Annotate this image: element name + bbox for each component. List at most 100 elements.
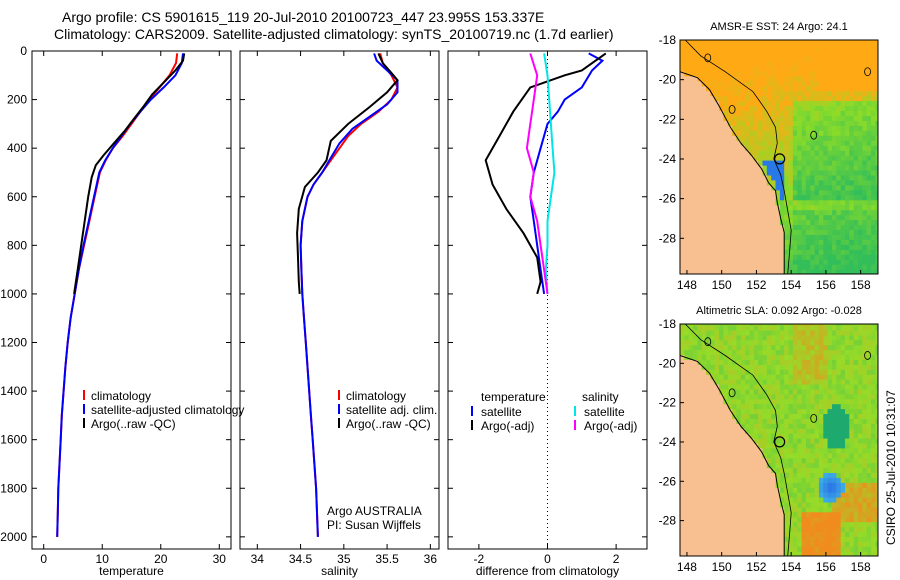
coastline	[680, 355, 785, 556]
y-tick-label: -26	[659, 192, 677, 206]
map-panel-1: 148 150 152 154 156 158 -18 -20 -22 -24 -26 -28 AMSR…	[659, 21, 879, 292]
x-tick-label: 34	[251, 552, 265, 566]
y-tick-label: -26	[659, 474, 677, 488]
map-panel-2: 148 150 152 154 156 158 -18 -20 -22 -24 -26 -28 Alti…	[659, 305, 879, 574]
legend-entry: Argo(..raw -QC)	[91, 417, 176, 431]
series-line-blue	[56, 53, 184, 537]
y-tick-label: 1600	[0, 433, 27, 447]
side-credit-label: CSIRO 25-Jul-2010 10:31:07	[884, 390, 898, 545]
y-tick-label: -28	[659, 514, 677, 528]
series-line-blue	[529, 52, 605, 295]
map-field	[680, 40, 878, 274]
x-axis-label: salinity	[321, 564, 358, 578]
x-tick-label: 34.5	[289, 552, 313, 566]
y-tick-label: -18	[659, 317, 677, 331]
x-tick-label: 158	[851, 560, 871, 574]
legend-entry: climatology	[346, 389, 406, 403]
x-tick-label: 36	[424, 552, 438, 566]
y-tick-label: 1800	[0, 481, 27, 495]
x-tick-label: 156	[816, 278, 836, 292]
bathymetry-contour	[684, 40, 792, 274]
legend-header: salinity	[582, 390, 619, 404]
legend-difference: temperature salinitysatelliteArgo(-adj)sa…	[471, 390, 637, 433]
y-tick-label: -18	[659, 33, 677, 47]
y-tick-label: -22	[659, 112, 677, 126]
y-tick-label: 200	[7, 93, 27, 107]
series-line-black	[73, 53, 186, 295]
y-tick-label: -20	[659, 73, 677, 87]
series-group	[296, 52, 399, 537]
y-tick-label: -28	[659, 231, 677, 245]
x-tick-label: 2	[613, 552, 620, 566]
x-tick-label: 30	[213, 552, 227, 566]
reef-contour	[704, 337, 712, 347]
map-field	[680, 324, 878, 556]
profile-panel-2: 34 34.5 35 35.5 36 salinity	[239, 50, 440, 578]
panel-frame	[31, 50, 232, 550]
y-tick-label: 1400	[0, 384, 27, 398]
x-tick-label: 35.5	[375, 552, 399, 566]
profile-layer: 0 10 20 30020040060080010001200140016001800…	[0, 44, 648, 578]
y-tick-label: -24	[659, 435, 677, 449]
y-tick-label: 600	[7, 190, 27, 204]
legend-entry: satellite-adjusted climatology	[91, 403, 244, 417]
y-tick-label: 1000	[0, 287, 27, 301]
x-tick-label: 148	[677, 560, 697, 574]
x-tick-label: 10	[96, 552, 110, 566]
series-line-cyan	[543, 53, 556, 294]
reef-contour	[810, 413, 818, 423]
bathymetry-contour	[684, 324, 792, 556]
series-line-black	[296, 52, 399, 294]
y-tick-label: 0	[20, 44, 27, 58]
legend-header: temperature	[481, 390, 546, 404]
x-axis-label: temperature	[99, 564, 164, 578]
reef-contour	[728, 105, 736, 114]
legend-entry: satellite	[481, 405, 522, 419]
x-tick-label: 156	[816, 560, 836, 574]
profile-panel-1: 0 10 20 30 0 200 400 600 800 1000 1200 1400 1600 1800…	[0, 44, 232, 578]
map-frame	[679, 323, 879, 557]
x-tick-label: 0	[40, 552, 47, 566]
map-frame	[679, 39, 879, 275]
reef-contour	[728, 388, 736, 398]
y-tick-label: -20	[659, 356, 677, 370]
x-tick-label: 152	[746, 278, 766, 292]
x-tick-label: 0	[544, 552, 551, 566]
reef-contour	[704, 53, 712, 63]
x-tick-label: 150	[712, 560, 732, 574]
y-tick-label: -24	[659, 152, 677, 166]
coastline	[680, 71, 785, 274]
series-group	[56, 53, 186, 537]
panel-annotation: Argo AUSTRALIA	[327, 504, 422, 518]
legend-entry: Argo(..raw -QC)	[346, 417, 431, 431]
panel-frame	[239, 50, 440, 550]
argo-float-marker	[774, 153, 786, 165]
map-title: AMSR-E SST: 24 Argo: 24.1	[710, 21, 848, 33]
x-tick-label: 154	[781, 278, 801, 292]
series-group	[484, 52, 607, 295]
map-layer: 148 150 152 154 156 158 -18 -20 -22 -24 -26 -28 AMSR…	[659, 21, 879, 574]
series-line-blue	[299, 53, 399, 537]
y-tick-label: 1200	[0, 336, 27, 350]
x-tick-label: 35	[337, 552, 351, 566]
x-tick-label: 148	[677, 278, 697, 292]
legend-entry: satellite	[584, 405, 625, 419]
x-tick-label: 158	[851, 278, 871, 292]
y-tick-label: 400	[7, 141, 27, 155]
reef-contour	[810, 130, 818, 140]
y-tick-label: 800	[7, 238, 27, 252]
legend-entry: climatology	[91, 389, 151, 403]
x-tick-label: 152	[746, 560, 766, 574]
panel-annotation: PI: Susan Wijffels	[327, 518, 421, 532]
argo-float-marker	[774, 436, 786, 448]
reef-contour	[864, 67, 871, 77]
x-tick-label: 20	[154, 552, 168, 566]
legend-entry: satellite adj. clim.	[346, 403, 437, 417]
legend-entry: Argo(-adj)	[481, 419, 534, 433]
x-tick-label: 154	[781, 560, 801, 574]
map-title: Altimetric SLA: 0.092 Argo: -0.028	[696, 305, 862, 317]
